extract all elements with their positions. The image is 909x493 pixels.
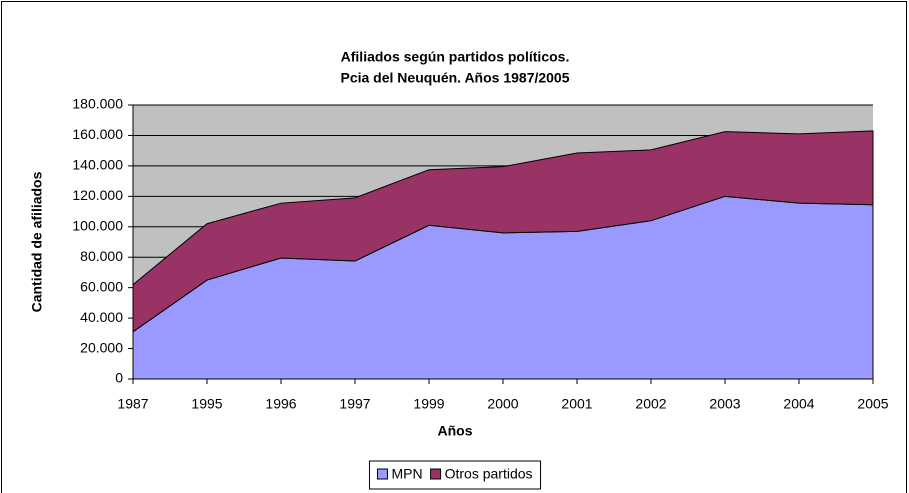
- legend-box: [368, 460, 542, 490]
- x-tick-label: 2005: [857, 396, 888, 412]
- legend: MPN Otros partidos: [368, 460, 542, 490]
- chart-title: Afiliados según partidos políticos.: [341, 49, 570, 65]
- chart-subtitle: Pcia del Neuquén. Años 1987/2005: [340, 70, 569, 86]
- x-tick-label: 2003: [709, 396, 740, 412]
- legend-swatch: [430, 468, 442, 480]
- x-tick-label: 1996: [265, 396, 296, 412]
- legend-label: Otros partidos: [445, 466, 533, 482]
- x-tick-label: 1987: [117, 396, 148, 412]
- y-tick-label: 40.000: [80, 309, 123, 325]
- legend-label: MPN: [391, 466, 422, 482]
- x-tick-label: 2004: [783, 396, 814, 412]
- y-tick-label: 0: [115, 370, 123, 386]
- y-tick-label: 140.000: [72, 157, 123, 173]
- y-tick-label: 60.000: [80, 278, 123, 294]
- y-tick-label: 180.000: [72, 96, 123, 112]
- y-tick-label: 20.000: [80, 339, 123, 355]
- x-tick-label: 2002: [635, 396, 666, 412]
- x-tick-label: 2000: [487, 396, 518, 412]
- x-tick-label: 1997: [339, 396, 370, 412]
- y-tick-label: 80.000: [80, 248, 123, 264]
- x-tick-label: 1999: [413, 396, 444, 412]
- x-tick-label: 1995: [191, 396, 222, 412]
- x-axis-label: Años: [438, 423, 473, 439]
- y-tick-label: 160.000: [72, 126, 123, 142]
- x-tick-label: 2001: [561, 396, 592, 412]
- legend-swatch: [376, 468, 388, 480]
- y-tick-label: 100.000: [72, 217, 123, 233]
- y-tick-label: 120.000: [72, 187, 123, 203]
- area: [132, 130, 874, 333]
- y-axis-label: Cantidad de afiliados: [29, 171, 45, 312]
